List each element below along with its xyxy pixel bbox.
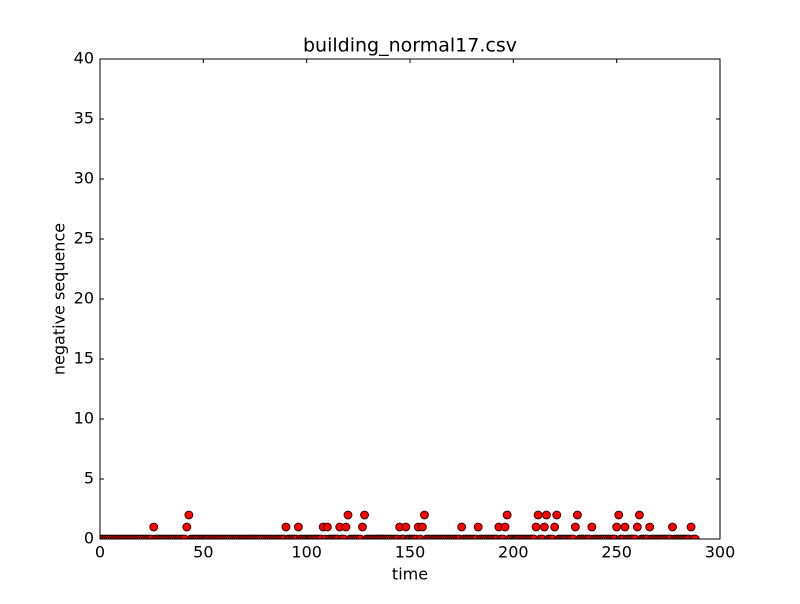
point <box>281 522 291 532</box>
point <box>343 510 353 520</box>
point <box>635 510 644 520</box>
point <box>690 534 700 539</box>
point <box>360 510 369 520</box>
point <box>587 522 597 532</box>
point <box>182 522 192 532</box>
x-tick-label: 50 <box>193 543 213 562</box>
y-tick-label: 0 <box>84 529 94 548</box>
y-tick-label: 25 <box>74 229 94 248</box>
x-tick-label: 100 <box>291 543 322 562</box>
point <box>417 522 427 532</box>
point <box>184 510 194 520</box>
axes-frame <box>99 58 721 540</box>
point <box>614 510 624 520</box>
plot-area <box>100 510 700 539</box>
point <box>668 522 677 532</box>
y-tick-label: 5 <box>84 469 94 488</box>
x-tick-label: 0 <box>95 543 105 562</box>
point <box>612 522 622 532</box>
point <box>502 510 512 520</box>
point <box>570 522 580 532</box>
x-tick-label: 200 <box>498 543 529 562</box>
y-tick-label: 15 <box>74 349 94 368</box>
point <box>341 522 351 532</box>
x-tick-label: 250 <box>601 543 632 562</box>
point <box>645 522 655 532</box>
point <box>457 522 467 532</box>
x-tick-label: 150 <box>395 543 426 562</box>
point <box>573 510 582 520</box>
y-tick-label: 30 <box>74 169 94 188</box>
point <box>149 522 159 532</box>
point <box>620 522 630 532</box>
point <box>632 522 642 532</box>
point <box>686 522 696 532</box>
point <box>539 522 549 532</box>
point <box>533 510 543 520</box>
x-tick-label: 300 <box>705 543 736 562</box>
y-tick-label: 35 <box>74 109 94 128</box>
y-tick-label: 20 <box>74 289 94 308</box>
y-tick-label: 40 <box>74 49 94 68</box>
point <box>358 522 367 532</box>
point <box>322 522 332 532</box>
y-tick-label: 10 <box>74 409 94 428</box>
point <box>531 522 541 532</box>
y-axis-label: negative sequence <box>50 223 69 375</box>
x-axis-label: time <box>392 565 428 584</box>
point <box>420 510 429 520</box>
point <box>293 522 303 532</box>
point <box>542 510 551 520</box>
point <box>550 522 560 532</box>
point <box>401 522 411 532</box>
point <box>552 510 562 520</box>
chart-title: building_normal17.csv <box>303 35 517 57</box>
point <box>500 522 510 532</box>
point <box>473 522 483 532</box>
